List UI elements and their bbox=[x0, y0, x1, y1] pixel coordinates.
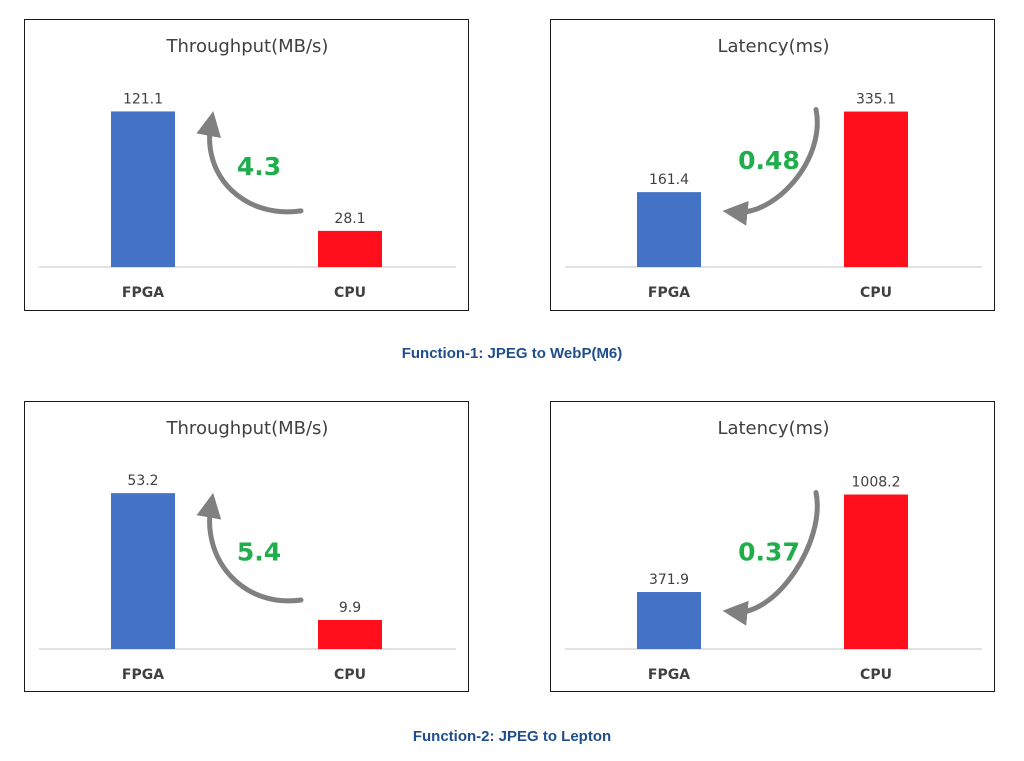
chart-title: Throughput(MB/s) bbox=[166, 418, 329, 439]
value-label-fpga: 121.1 bbox=[123, 91, 163, 107]
ratio-annotation: 5.4 bbox=[237, 538, 281, 567]
latency-chart-function-2: Latency(ms) 371.9 FPGA 1008.2 CPU 0.37 bbox=[550, 401, 995, 692]
category-label-fpga: FPGA bbox=[122, 285, 164, 301]
bar-cpu bbox=[844, 111, 908, 267]
bar-fpga bbox=[111, 111, 175, 267]
chart-title: Latency(ms) bbox=[717, 418, 829, 439]
category-label-cpu: CPU bbox=[334, 285, 366, 301]
throughput-chart-function-1: Throughput(MB/s) 121.1 FPGA 28.1 CPU 4.3 bbox=[24, 19, 469, 311]
bar-fpga bbox=[637, 592, 701, 649]
category-label-fpga: FPGA bbox=[122, 667, 164, 683]
bar-fpga bbox=[637, 192, 701, 267]
value-label-cpu: 9.9 bbox=[339, 600, 361, 616]
latency-chart-function-1: Latency(ms) 161.4 FPGA 335.1 CPU 0.48 bbox=[550, 19, 995, 311]
throughput-chart-function-2: Throughput(MB/s) 53.2 FPGA 9.9 CPU 5.4 bbox=[24, 401, 469, 692]
chart-svg: Throughput(MB/s) 121.1 FPGA 28.1 CPU 4.3 bbox=[39, 36, 456, 301]
ratio-annotation: 0.37 bbox=[738, 537, 800, 566]
ratio-annotation: 4.3 bbox=[237, 152, 281, 181]
category-label-fpga: FPGA bbox=[648, 285, 690, 301]
chart-title: Latency(ms) bbox=[717, 36, 829, 57]
chart-svg: Latency(ms) 371.9 FPGA 1008.2 CPU 0.37 bbox=[565, 418, 982, 683]
value-label-fpga: 371.9 bbox=[649, 572, 689, 588]
function-2-caption: Function-2: JPEG to Lepton bbox=[412, 728, 612, 745]
category-label-cpu: CPU bbox=[860, 667, 892, 683]
chart-title: Throughput(MB/s) bbox=[166, 36, 329, 57]
bar-fpga bbox=[111, 493, 175, 649]
function-1-caption: Function-1: JPEG to WebP(M6) bbox=[401, 345, 623, 362]
ratio-annotation: 0.48 bbox=[738, 146, 800, 175]
value-label-cpu: 1008.2 bbox=[852, 475, 901, 491]
value-label-cpu: 335.1 bbox=[856, 92, 896, 108]
value-label-fpga: 161.4 bbox=[649, 172, 689, 188]
category-label-cpu: CPU bbox=[860, 285, 892, 301]
ratio-arrow bbox=[722, 490, 820, 626]
bar-cpu bbox=[318, 619, 382, 649]
ratio-arrow bbox=[196, 111, 304, 215]
bar-cpu bbox=[844, 494, 908, 649]
value-label-cpu: 28.1 bbox=[334, 211, 365, 227]
chart-svg: Latency(ms) 161.4 FPGA 335.1 CPU 0.48 bbox=[565, 36, 982, 301]
chart-svg: Throughput(MB/s) 53.2 FPGA 9.9 CPU 5.4 bbox=[39, 418, 456, 683]
category-label-cpu: CPU bbox=[334, 667, 366, 683]
bar-cpu bbox=[318, 230, 382, 267]
category-label-fpga: FPGA bbox=[648, 667, 690, 683]
value-label-fpga: 53.2 bbox=[127, 473, 158, 489]
ratio-arrow bbox=[196, 492, 304, 604]
ratio-arrow bbox=[722, 107, 820, 226]
